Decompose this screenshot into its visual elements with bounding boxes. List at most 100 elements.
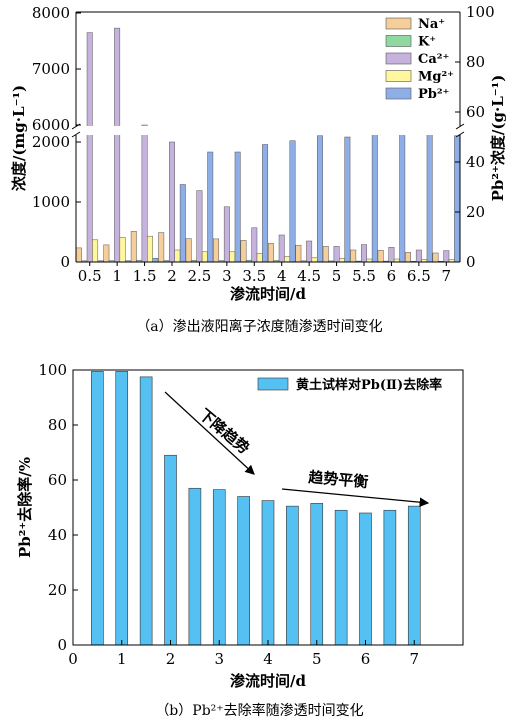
x-tick-label-5: 5 [332, 267, 342, 285]
legend-label-0: Na⁺ [418, 17, 445, 32]
bar-mg-1 [119, 237, 126, 263]
legend-swatch-4 [385, 87, 412, 100]
right-tick-label-80: 80 [466, 53, 485, 71]
x-tick-label-4: 4 [263, 650, 273, 668]
bar-pb-4 [289, 140, 296, 263]
x-tick-label-5.5: 5.5 [352, 267, 376, 285]
bar-na-5.5 [350, 249, 357, 263]
bar-pb-5 [344, 136, 351, 263]
bar-mg-4.5 [311, 257, 318, 263]
x-tick-label-4: 4 [277, 267, 287, 285]
legend-swatch-3 [385, 70, 412, 82]
x-tick-label-2: 2 [166, 650, 176, 668]
annotation-arrow-balance [281, 488, 430, 507]
legend-label-2: Ca²⁺ [418, 52, 449, 67]
bar-mg-2.5 [201, 251, 208, 263]
legend-swatch-2 [385, 52, 412, 65]
bar-pb-6.5 [426, 131, 433, 263]
x-tick-label-0: 0 [68, 650, 78, 668]
removal-bar-2 [164, 454, 177, 646]
x-axis-title: 渗流时间/d [230, 285, 306, 303]
bar-na-2.5 [185, 238, 192, 263]
removal-bar-6.5 [383, 509, 397, 646]
removal-bar-3.5 [237, 496, 250, 646]
left-tick-label-1000: 1000 [32, 193, 70, 211]
bar-ca-7 [443, 250, 450, 263]
bar-ca-5.5 [361, 244, 367, 263]
bar-mg-4 [284, 256, 291, 263]
bar-pb-7 [454, 135, 461, 263]
caption-a: （a）渗出液阳离子浓度随渗透时间变化 [136, 319, 383, 335]
bar-ca-0.5 [86, 32, 93, 263]
bar-mg-3.5 [256, 253, 263, 263]
bar-pb-4.5 [316, 135, 323, 263]
bar-mg-2 [174, 249, 181, 263]
y-axis-title-right: Pb²⁺浓度/(g·L⁻¹) [489, 75, 507, 202]
bar-pb-3 [234, 151, 241, 263]
x-tick-label-1: 1 [112, 267, 122, 285]
x-tick-label-1.5: 1.5 [133, 267, 157, 285]
removal-bar-0.5 [91, 371, 104, 646]
legend-swatch [257, 377, 289, 391]
bar-na-2 [158, 232, 165, 263]
x-tick-label-6: 6 [387, 267, 397, 285]
legend-label-1: K⁺ [418, 35, 436, 50]
x-tick-label-6.5: 6.5 [407, 267, 431, 285]
left-tick-label-7000: 7000 [32, 60, 70, 78]
annotation-decline: 下降趋势 [195, 405, 253, 457]
x-tick-label-5: 5 [312, 650, 322, 668]
right-tick-label-40: 40 [466, 153, 485, 171]
chart-b: 0 20 40 60 80 100 0 1 2 3 4 5 6 7 渗流时间/d Pb²⁺去除率/% 黄土试样对… [16, 361, 464, 690]
removal-bar-4.5 [286, 505, 299, 646]
removal-bar-2.5 [188, 487, 202, 646]
bar-ca-6.5 [415, 249, 422, 263]
bar-na-1.5 [130, 231, 137, 263]
bar-na-5 [322, 246, 329, 263]
caption-b: （b）Pb²⁺去除率随渗透时间变化 [155, 703, 364, 719]
left-tick-label-0: 0 [60, 253, 70, 271]
x-tick-label-0.5: 0.5 [78, 267, 102, 285]
right-tick-label-0: 0 [466, 253, 476, 271]
bar-pb-3.5 [262, 144, 269, 263]
removal-bar-5 [310, 503, 324, 646]
x-tick-label-7: 7 [442, 267, 452, 285]
axis-break-mark [455, 123, 465, 130]
bar-na-3.5 [240, 240, 247, 263]
annotation-balance: 趋势平衡 [308, 468, 369, 491]
bar-pb-2.5 [207, 151, 214, 263]
x-tick-label-3: 3 [222, 267, 232, 285]
y-tick-label-0: 0 [57, 636, 67, 654]
x-tick-label-6: 6 [361, 650, 371, 668]
left-tick-label-8000: 8000 [32, 4, 70, 22]
bar-ca-1 [114, 27, 121, 263]
axis-break-gap [62, 126, 474, 135]
bar-mg-0.5 [92, 239, 99, 263]
legend-label: 黄土试样对Pb(Ⅱ)去除率 [296, 377, 442, 393]
bar-mg-3 [229, 251, 236, 263]
bar-na-4.5 [295, 244, 302, 263]
y-tick-label-100: 100 [38, 361, 67, 379]
bar-na-4 [267, 243, 274, 263]
bar-na-7 [432, 252, 439, 263]
bar-pb-1.5 [152, 258, 159, 263]
right-tick-label-100: 100 [466, 3, 495, 21]
y-axis-title-left: 浓度/(mg·L⁻¹) [10, 85, 28, 191]
removal-bar-5.5 [334, 509, 348, 646]
bar-na-3 [213, 238, 220, 263]
x-tick-label-2.5: 2.5 [187, 267, 211, 285]
y-tick-label-80: 80 [48, 416, 67, 434]
removal-bar-4 [261, 500, 275, 646]
removal-bar-1.5 [139, 376, 153, 646]
y-tick-label-20: 20 [48, 581, 67, 599]
bar-ca-6 [388, 247, 395, 263]
bar-na-6 [377, 250, 384, 263]
x-tick-label-3: 3 [214, 650, 224, 668]
bar-na-0.5 [75, 247, 82, 263]
annotation-arrow-decline [164, 391, 255, 475]
bar-ca-1.5 [141, 124, 148, 263]
legend-label-4: Pb²⁺ [418, 87, 449, 102]
legend-label-3: Mg²⁺ [418, 70, 454, 85]
x-axis-title: 渗流时间/d [230, 672, 306, 690]
bar-ca-5 [333, 246, 340, 263]
